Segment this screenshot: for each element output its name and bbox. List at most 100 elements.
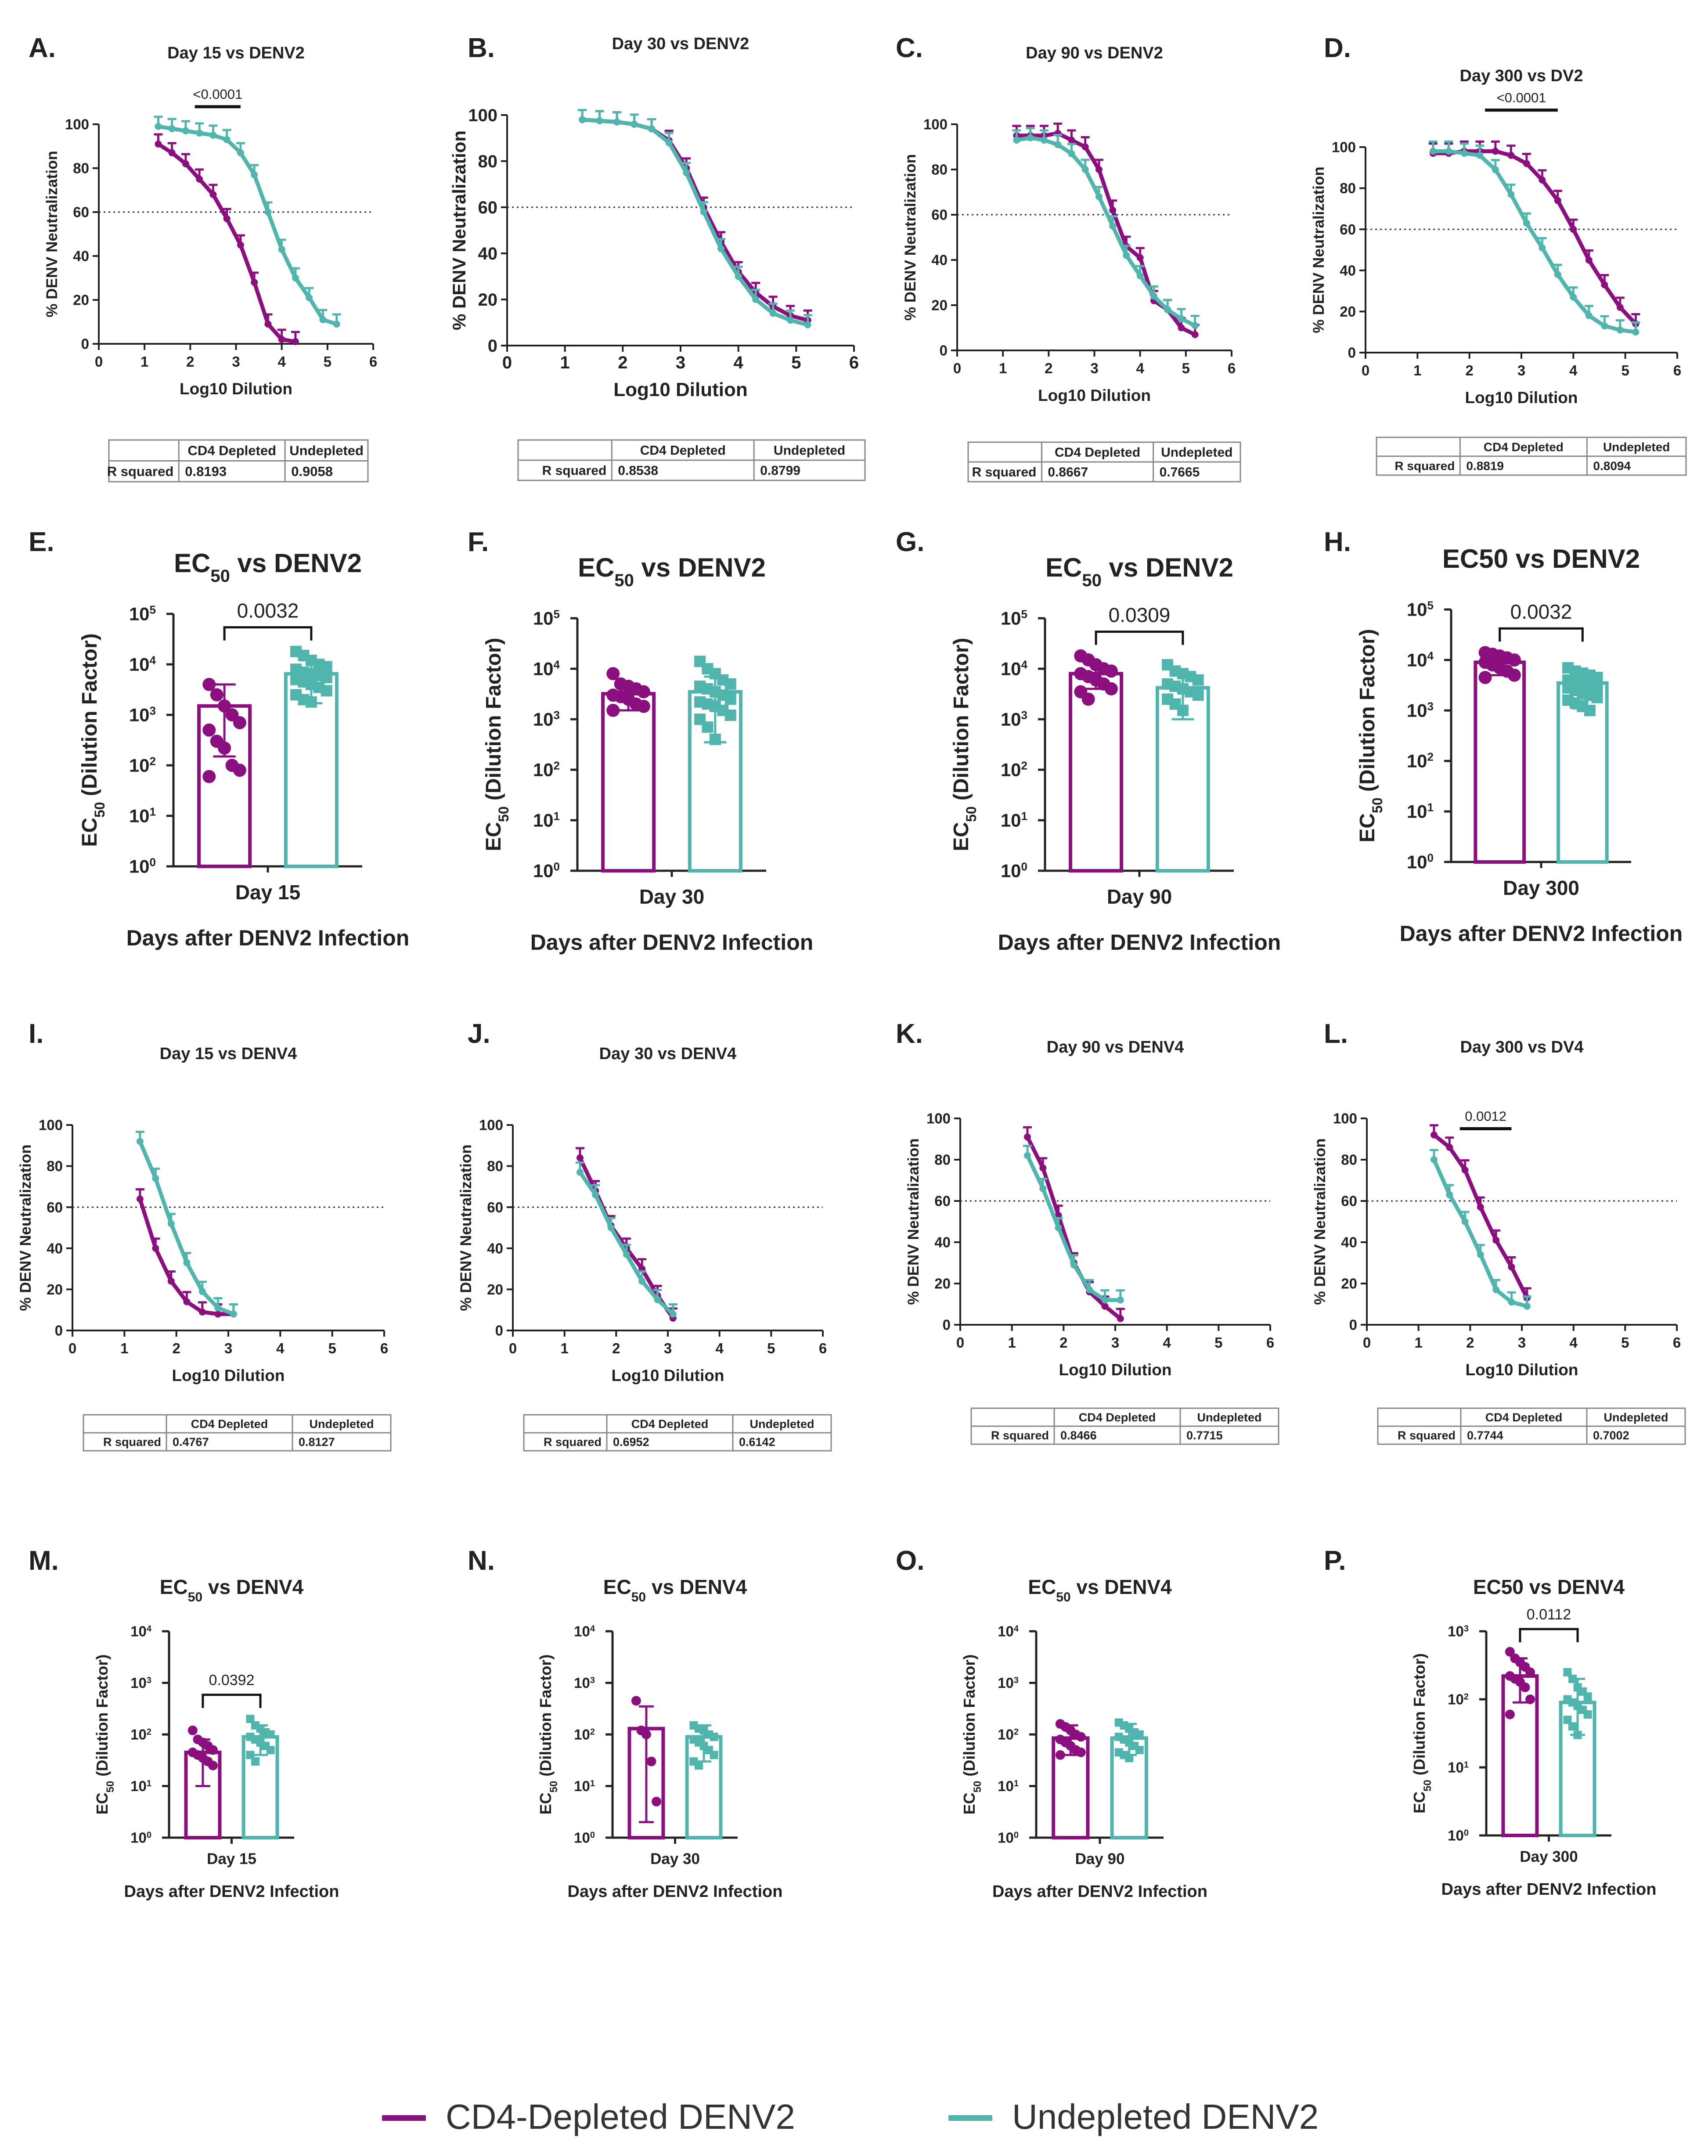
y-tick-label: 105 [1001,608,1027,629]
y-axis-label: % DENV Neutralization [17,1144,34,1311]
panel-M: M. EC50 vs DENV4 100 101 102 103 104 Day 15 Days… [29,1546,339,1901]
y-tick-label: 40 [1340,262,1356,278]
panel-H: H. EC50 vs DENV2 100 101 102 103 104 105 Day 300… [1324,527,1683,946]
table-value: 0.9058 [291,464,333,479]
data-point [155,141,162,148]
x-tick-label: 0 [956,1334,964,1351]
y-tick-label: 40 [931,252,948,268]
y-tick-label: 100 [1001,860,1027,881]
data-point [152,1244,159,1252]
chart-title: Day 90 vs DENV2 [1026,44,1163,62]
y-tick-label: 101 [1407,801,1434,822]
x-tick-label: 4 [1136,360,1144,376]
data-point [1117,1315,1124,1322]
x-tick-label: 2 [612,1340,620,1356]
y-axis-label: EC50 (Dilution Factor) [482,638,512,851]
data-point [654,1296,661,1303]
panel-G: G. EC50 vs DENV2 100 101 102 103 104 105 Day 90 D… [896,527,1281,955]
x-tick-label: 6 [1673,362,1681,379]
table-header: CD4 Depleted [640,443,726,458]
data-point [218,699,231,713]
data-point [1508,1298,1515,1306]
panel-N: N. EC50 vs DENV4 100 101 102 103 104 Day 30 Days… [468,1546,782,1901]
data-point [1585,256,1593,264]
x-tick-label: 6 [849,353,859,372]
data-point [1150,292,1157,300]
x-tick-label: 0 [502,353,512,372]
y-tick-label: 0 [1349,1317,1357,1333]
significance-bracket [223,626,313,641]
data-point [1523,160,1530,167]
y-axis-label: % DENV Neutralization [449,130,469,330]
data-point [709,733,721,745]
y-tick-label: 20 [47,1281,63,1298]
data-point [1584,705,1596,716]
data-point [1023,1152,1031,1159]
chart-title: Day 300 vs DV2 [1460,67,1583,85]
y-tick-label: 102 [129,755,156,776]
y-tick-label: 104 [574,1623,595,1640]
data-point [1076,1732,1086,1742]
data-point [183,1259,191,1266]
table-header: CD4 Depleted [1484,440,1564,454]
x-tick-label: 1 [120,1340,128,1356]
y-tick-label: 20 [1341,1276,1357,1292]
table-value: 0.8193 [185,464,227,479]
x-tick-label: 4 [734,353,744,372]
table-header: Undepleted [1197,1411,1261,1424]
data-point [1039,1164,1047,1172]
table-header: Undepleted [774,443,845,458]
table-value: 0.4767 [173,1435,209,1449]
data-point [1191,331,1199,338]
y-tick-label: 100 [1407,851,1434,872]
data-point [208,1760,218,1770]
x-tick-label: 3 [224,1340,232,1356]
y-tick-label: 103 [129,704,156,725]
panel-letter: D. [1324,33,1351,63]
x-tick-label: 4 [1163,1334,1171,1351]
panel-letter: A. [29,33,56,63]
x-category-label: Day 300 [1503,876,1579,899]
series-line-undepleted [1025,1154,1121,1302]
x-tick-label: 0 [509,1340,517,1356]
x-tick-label: 2 [618,353,627,372]
data-point [233,716,246,729]
data-point [1507,191,1515,198]
y-axis-label: EC50 (Dilution Factor) [1356,629,1385,842]
data-point [646,1756,656,1767]
data-point [198,1308,206,1316]
data-point [136,1138,144,1145]
data-point [717,245,725,252]
table-header: CD4 Depleted [1485,1411,1563,1424]
y-tick-label: 20 [931,297,948,314]
y-tick-label: 101 [1001,810,1027,831]
p-value-label: 0.0012 [1465,1109,1506,1124]
x-tick-label: 3 [1517,362,1525,379]
data-point [596,117,603,125]
y-axis-label: % DENV Neutralization [458,1144,475,1311]
data-point [251,171,258,178]
data-point [1492,1286,1500,1294]
table-header: Undepleted [750,1417,814,1431]
data-point [648,125,656,133]
y-tick-label: 102 [130,1727,151,1743]
data-point [266,1730,275,1739]
x-tick-label: 2 [1465,362,1473,379]
data-point [1081,692,1095,706]
data-point [1446,1143,1453,1151]
x-axis-label: Log10 Dilution [1466,1361,1578,1379]
chart-title: Day 15 vs DENV2 [167,44,305,62]
table-row-label: R squared [972,465,1037,480]
data-point [631,1696,641,1706]
data-point [1123,252,1130,259]
series-line-undepleted [1016,136,1196,328]
panel-letter: K. [896,1019,923,1049]
data-point [246,1751,255,1759]
data-point [1055,1750,1065,1760]
chart-title: EC50 vs DENV2 [1045,553,1233,590]
